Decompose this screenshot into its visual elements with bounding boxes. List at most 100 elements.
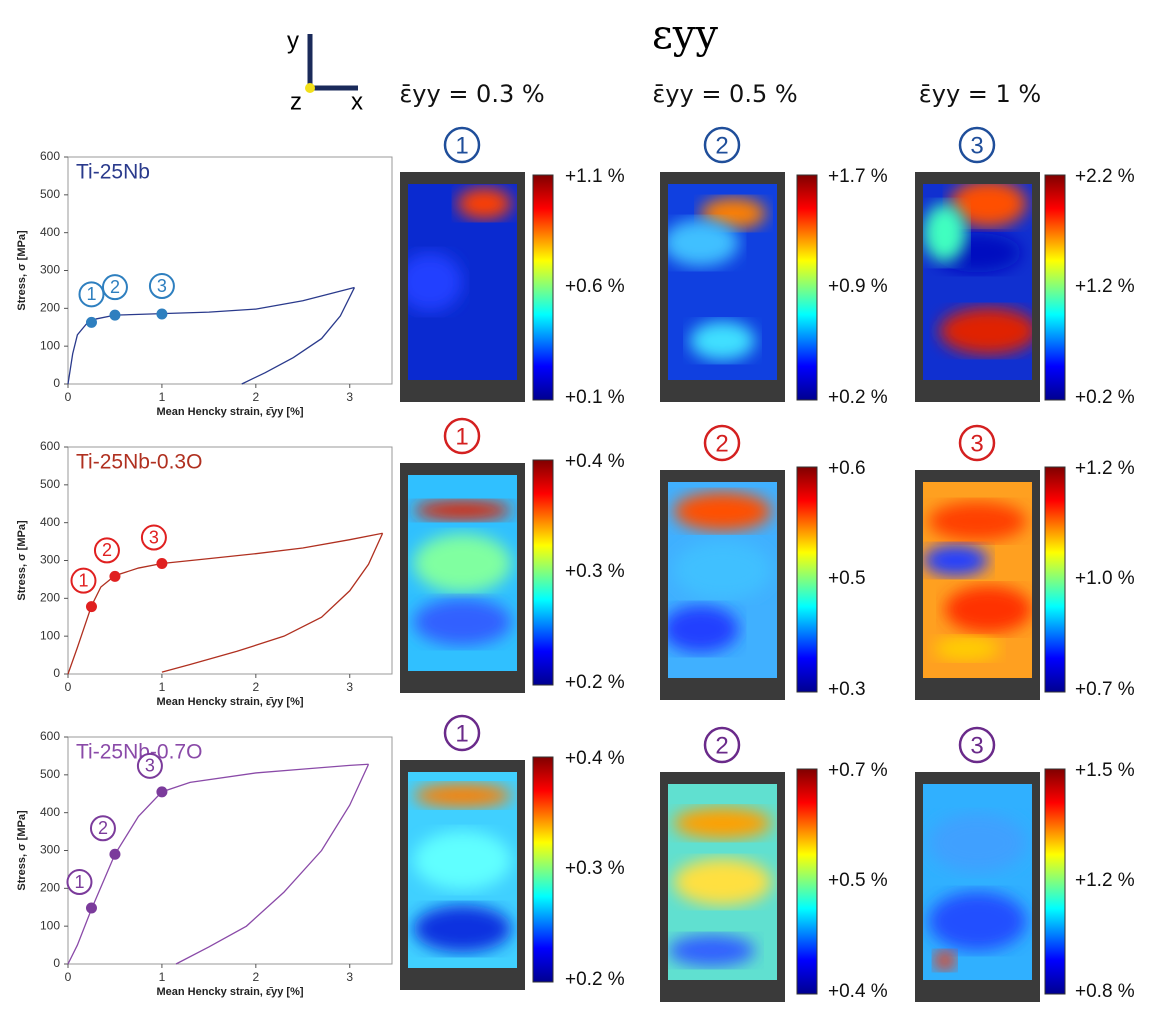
map-marker: 3 bbox=[970, 430, 983, 457]
marker-label: 2 bbox=[110, 277, 120, 297]
marker bbox=[156, 309, 167, 320]
y-tick-label: 500 bbox=[40, 187, 60, 201]
column-header: ε̄yy = 1 % bbox=[919, 80, 1041, 108]
marker-label: 3 bbox=[157, 276, 167, 296]
field-blob bbox=[673, 808, 771, 839]
colorbar-max: +0.4 % bbox=[565, 451, 625, 472]
colorbar bbox=[1045, 467, 1065, 692]
plot-frame bbox=[68, 447, 392, 674]
chart-title: Ti-25Nb bbox=[76, 161, 150, 184]
colorbar-min: +0.2 % bbox=[565, 969, 625, 990]
field-blob bbox=[413, 598, 511, 645]
curve bbox=[68, 764, 369, 964]
x-tick-label: 1 bbox=[159, 680, 166, 694]
y-tick-label: 0 bbox=[53, 956, 60, 970]
colorbar-max: +2.2 % bbox=[1075, 166, 1135, 187]
strain-field bbox=[663, 184, 777, 380]
x-axis-label: Mean Hencky strain, ε̄yy [%] bbox=[156, 696, 303, 708]
strain-field bbox=[923, 180, 1037, 380]
y-tick-label: 100 bbox=[40, 628, 60, 642]
field-blob bbox=[945, 586, 1032, 633]
axes-icon: y z x bbox=[287, 27, 363, 115]
field-blob bbox=[413, 534, 511, 593]
colorbar bbox=[533, 757, 553, 982]
x-tick-label: 0 bbox=[65, 970, 72, 984]
y-tick-label: 400 bbox=[40, 515, 60, 529]
colorbar-mid: +1.0 % bbox=[1075, 568, 1135, 589]
y-tick-label: 200 bbox=[40, 591, 60, 605]
marker bbox=[86, 317, 97, 328]
x-tick-label: 2 bbox=[252, 390, 259, 404]
x-tick-label: 2 bbox=[252, 680, 259, 694]
strain-field bbox=[397, 184, 517, 380]
map-marker: 1 bbox=[455, 423, 468, 450]
y-tick-label: 400 bbox=[40, 225, 60, 239]
figure-title: εyy bbox=[652, 12, 718, 58]
colorbar bbox=[1045, 175, 1065, 400]
axis-z-label: z bbox=[290, 88, 302, 115]
colorbar bbox=[533, 460, 553, 685]
colorbar-min: +0.2 % bbox=[1075, 387, 1135, 408]
map-marker: 1 bbox=[455, 132, 468, 159]
marker-label: 2 bbox=[102, 540, 112, 560]
marker-label: 3 bbox=[149, 527, 159, 547]
colorbar-min: +0.3 bbox=[828, 679, 866, 700]
column-header: ε̄yy = 0.3 % bbox=[399, 80, 544, 108]
axis-y-label: y bbox=[287, 27, 299, 54]
column-header: ε̄yy = 0.5 % bbox=[652, 80, 797, 108]
curve bbox=[68, 288, 354, 384]
colorbar-max: +1.2 % bbox=[1075, 458, 1135, 479]
field-blob bbox=[690, 321, 755, 360]
y-tick-label: 0 bbox=[53, 666, 60, 680]
field-blob bbox=[923, 204, 967, 263]
field-blob bbox=[923, 545, 988, 576]
colorbar-mid: +0.5 bbox=[828, 568, 866, 589]
field-blob bbox=[939, 307, 1037, 354]
y-tick-label: 100 bbox=[40, 338, 60, 352]
x-tick-label: 0 bbox=[65, 680, 72, 694]
colorbar bbox=[533, 175, 553, 400]
map-marker: 3 bbox=[970, 132, 983, 159]
y-tick-label: 300 bbox=[40, 263, 60, 277]
x-tick-label: 2 bbox=[252, 970, 259, 984]
marker bbox=[109, 849, 120, 860]
colorbar-max: +0.7 % bbox=[828, 760, 888, 781]
x-tick-label: 0 bbox=[65, 390, 72, 404]
x-tick-label: 1 bbox=[159, 390, 166, 404]
y-tick-label: 0 bbox=[53, 376, 60, 390]
colorbar-min: +0.8 % bbox=[1075, 981, 1135, 1002]
field-blob bbox=[928, 502, 1026, 541]
marker-label: 1 bbox=[78, 570, 88, 590]
colorbar-mid: +0.3 % bbox=[565, 858, 625, 879]
strain-field bbox=[663, 482, 777, 678]
strain-field bbox=[923, 482, 1032, 678]
field-blob bbox=[934, 637, 999, 661]
x-tick-label: 3 bbox=[346, 680, 353, 694]
marker bbox=[86, 903, 97, 914]
y-tick-label: 200 bbox=[40, 301, 60, 315]
field-blob bbox=[457, 188, 512, 219]
field-blob bbox=[928, 892, 1026, 951]
field-blob bbox=[673, 492, 771, 531]
curve bbox=[162, 533, 383, 672]
y-tick-label: 200 bbox=[40, 881, 60, 895]
y-tick-label: 500 bbox=[40, 477, 60, 491]
curve bbox=[176, 764, 369, 964]
x-axis-label: Mean Hencky strain, ε̄yy [%] bbox=[156, 986, 303, 998]
y-axis-label: Stress, σ [MPa] bbox=[16, 520, 28, 601]
figure: εyy y z x ε̄yy = 0.3 % ε̄yy = 0.5 % ε̄yy… bbox=[0, 0, 1155, 1019]
colorbar-min: +0.2 % bbox=[828, 387, 888, 408]
field-blob bbox=[413, 831, 511, 890]
y-tick-label: 600 bbox=[40, 439, 60, 453]
y-tick-label: 300 bbox=[40, 553, 60, 567]
field-blob bbox=[934, 951, 956, 971]
y-tick-label: 600 bbox=[40, 729, 60, 743]
colorbar-max: +1.5 % bbox=[1075, 760, 1135, 781]
y-tick-label: 400 bbox=[40, 805, 60, 819]
axis-x-label: x bbox=[351, 88, 363, 115]
colorbar-min: +0.1 % bbox=[565, 387, 625, 408]
map-marker: 2 bbox=[715, 732, 728, 759]
field-blob bbox=[673, 858, 771, 905]
colorbar-min: +0.7 % bbox=[1075, 679, 1135, 700]
x-tick-label: 1 bbox=[159, 970, 166, 984]
